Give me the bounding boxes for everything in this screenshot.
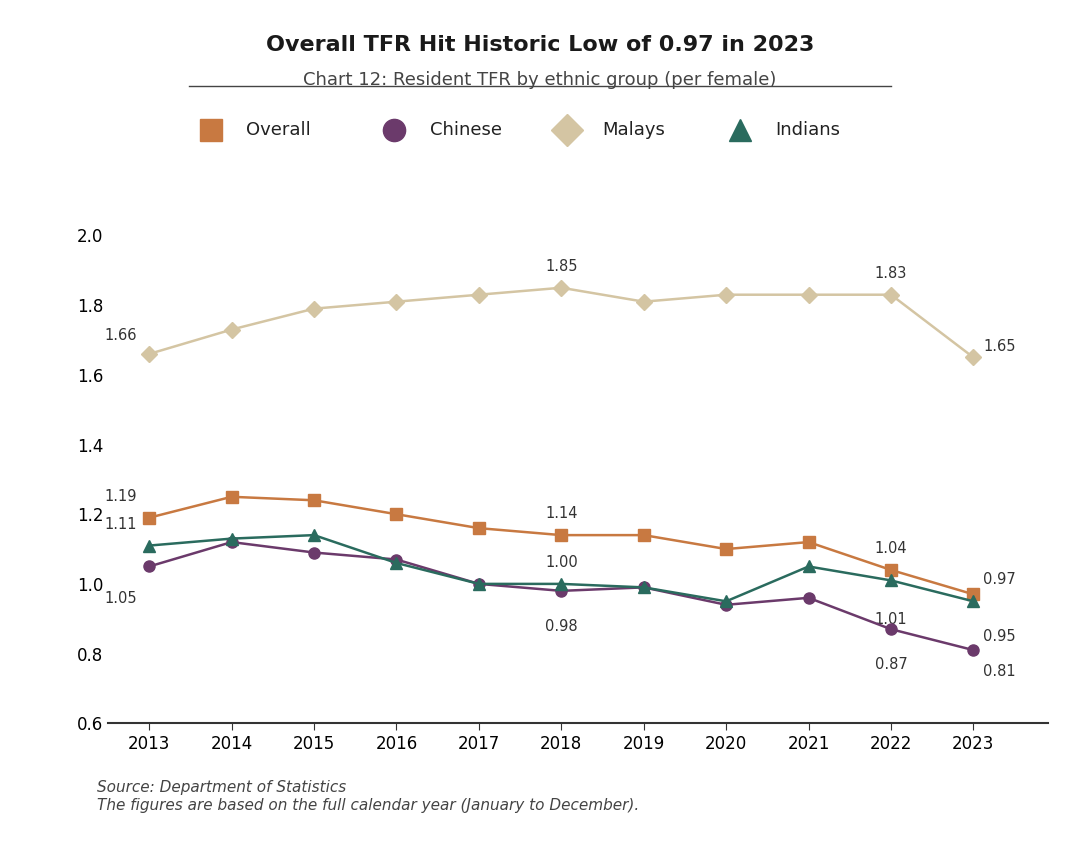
Text: Source: Department of Statistics
The figures are based on the full calendar year: Source: Department of Statistics The fig… <box>97 780 639 813</box>
Text: 0.95: 0.95 <box>983 629 1016 644</box>
Text: 1.19: 1.19 <box>105 489 137 504</box>
Text: 1.65: 1.65 <box>983 339 1016 354</box>
Text: Malays: Malays <box>603 121 665 140</box>
Text: 1.14: 1.14 <box>545 506 578 521</box>
Text: 0.97: 0.97 <box>983 573 1016 587</box>
Text: 1.83: 1.83 <box>875 266 907 281</box>
Text: 1.11: 1.11 <box>105 516 137 532</box>
Text: 0.87: 0.87 <box>875 657 907 672</box>
Text: 1.66: 1.66 <box>105 329 137 343</box>
Text: 1.01: 1.01 <box>875 611 907 627</box>
Text: Overall TFR Hit Historic Low of 0.97 in 2023: Overall TFR Hit Historic Low of 0.97 in … <box>266 35 814 56</box>
Text: 1.85: 1.85 <box>545 259 578 274</box>
Text: Chinese: Chinese <box>430 121 502 140</box>
Text: 1.05: 1.05 <box>105 591 137 606</box>
Text: Chart 12: Resident TFR by ethnic group (per female): Chart 12: Resident TFR by ethnic group (… <box>303 71 777 88</box>
Text: 1.00: 1.00 <box>545 555 578 570</box>
Text: Overall: Overall <box>246 121 311 140</box>
Text: 0.98: 0.98 <box>545 619 578 634</box>
Text: 0.81: 0.81 <box>983 664 1016 679</box>
Text: 1.04: 1.04 <box>875 541 907 556</box>
Text: Indians: Indians <box>775 121 840 140</box>
